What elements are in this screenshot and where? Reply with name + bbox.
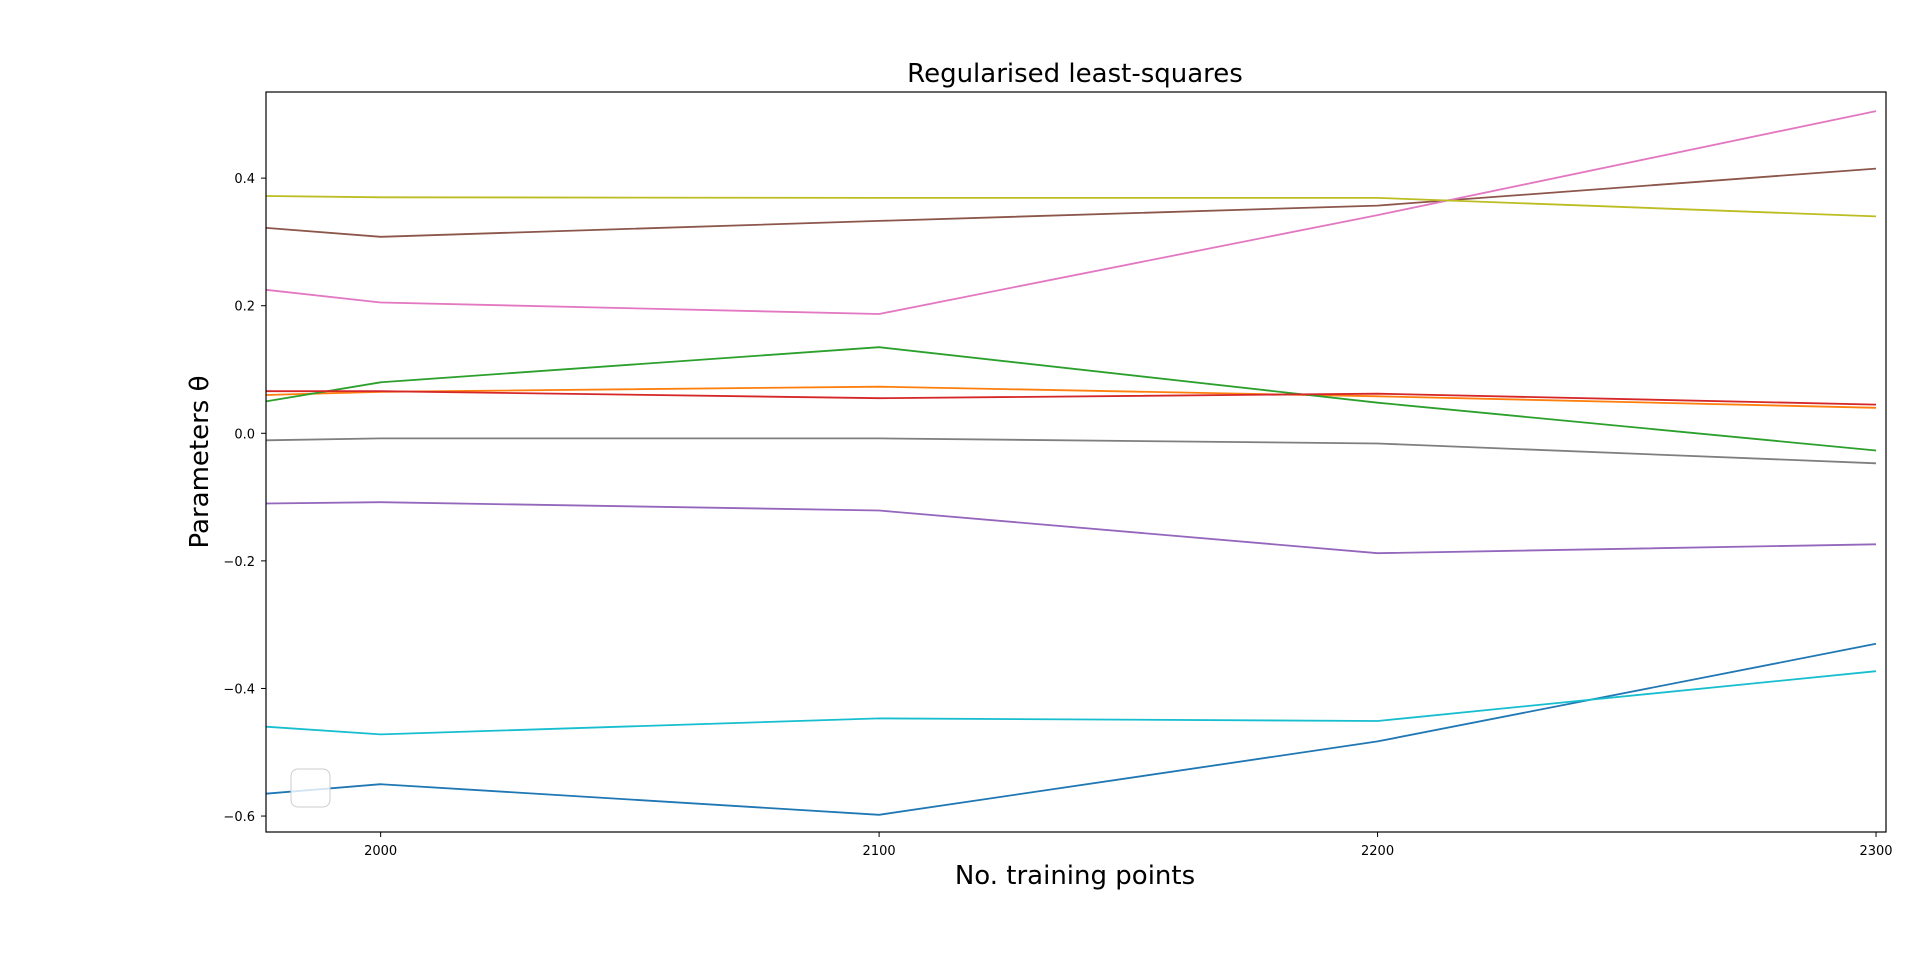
y-axis-label: Parameters θ	[185, 376, 215, 549]
series-line-4	[266, 390, 1877, 406]
series-line-5	[265, 501, 1877, 555]
series-line-2	[265, 385, 1877, 409]
series-line-7	[265, 110, 1877, 315]
y-tick-label: −0.4	[223, 682, 255, 697]
y-tick-label: 0.0	[234, 427, 255, 442]
x-tick-label: 2200	[1361, 844, 1394, 859]
y-tick-label: −0.6	[223, 810, 255, 825]
series-line-9	[265, 195, 1877, 218]
legend-box	[290, 768, 331, 808]
y-tick-label: 0.2	[234, 300, 255, 315]
series-layer	[265, 110, 1877, 816]
x-tick-label: 2100	[863, 844, 896, 859]
chart-title: Regularised least-squares	[907, 59, 1243, 89]
x-tick-label: 2000	[364, 844, 397, 859]
ticks-layer: 2000 2100 2200 2300 −0.6 −0.4 −0.2 0.0 0.2 0.4	[223, 172, 1892, 859]
x-axis-label: No. training points	[955, 861, 1195, 891]
series-line-3	[265, 346, 1877, 452]
x-tick-label: 2300	[1859, 844, 1892, 859]
series-line-8	[265, 437, 1877, 465]
y-tick-label: −0.2	[223, 555, 255, 570]
series-line-6	[265, 167, 1877, 238]
plot-area-frame	[265, 91, 1887, 833]
series-line-1	[265, 642, 1877, 816]
series-line-10	[265, 670, 1877, 736]
y-tick-label: 0.4	[234, 172, 255, 187]
